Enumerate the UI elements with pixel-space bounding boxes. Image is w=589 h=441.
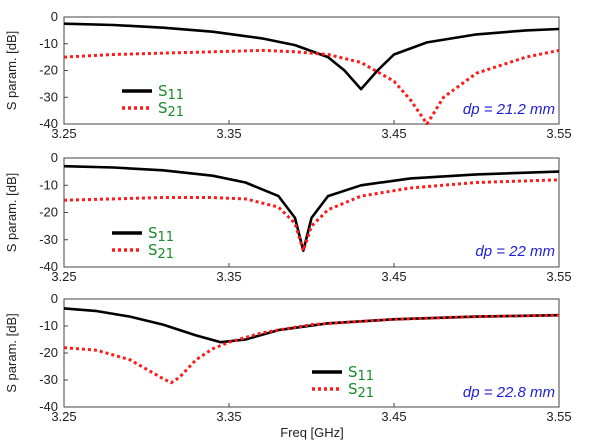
y-tick-label: -30 <box>39 232 58 247</box>
x-tick-label: 3.45 <box>381 409 406 424</box>
x-tick-label: 3.35 <box>216 269 241 284</box>
y-tick-label: -10 <box>39 36 58 51</box>
legend-label-s11: S11 <box>348 363 374 384</box>
x-tick-label: 3.25 <box>51 409 76 424</box>
x-tick-label: 3.55 <box>546 126 571 141</box>
y-tick-label: -10 <box>39 318 58 333</box>
y-tick-label: -10 <box>39 177 58 192</box>
dp-annotation: dp = 22.8 mm <box>463 384 555 401</box>
y-tick-label: -40 <box>39 399 58 414</box>
legend-label-s21: S21 <box>348 380 374 401</box>
x-tick-label: 3.55 <box>546 269 571 284</box>
x-tick-label: 3.35 <box>216 126 241 141</box>
y-tick-label: 0 <box>51 291 58 306</box>
y-axis-label: S param. [dB] <box>4 313 19 392</box>
y-tick-label: -30 <box>39 372 58 387</box>
x-tick-label: 3.55 <box>546 409 571 424</box>
dp-annotation: dp = 21.2 mm <box>463 101 555 118</box>
chart-panel-3: 0 -10 -20 -30 -403.25 3.35 3.45 3.55 S param. [d… <box>4 291 572 424</box>
series-line-s11 <box>64 22 559 91</box>
x-tick-label: 3.25 <box>51 126 76 141</box>
x-tick-label: 3.45 <box>381 126 406 141</box>
y-tick-label: -30 <box>39 89 58 104</box>
legend-label-s11: S11 <box>158 82 184 103</box>
series-line-s11 <box>64 164 559 252</box>
y-tick-label: -20 <box>39 63 58 78</box>
x-tick-label: 3.35 <box>216 409 241 424</box>
y-tick-label: -40 <box>39 259 58 274</box>
chart-panel-2: 0 -10 -20 -30 -403.25 3.35 3.45 3.55 S param. [d… <box>4 150 572 284</box>
y-tick-label: 0 <box>51 9 58 24</box>
chart-panel-1: 0 -10 -20 -30 -403.25 3.35 3.45 3.55 S param. [d… <box>4 9 572 141</box>
y-axis-label: S param. [dB] <box>4 31 19 110</box>
series-line-s21 <box>64 313 559 385</box>
x-axis-label: Freq [GHz] <box>280 425 344 440</box>
dp-annotation: dp = 22 mm <box>475 243 555 260</box>
series-line-s21 <box>64 48 559 125</box>
legend-label-s11: S11 <box>148 224 174 245</box>
y-axis-label: S param. [dB] <box>4 173 19 252</box>
series-line-s21 <box>64 178 559 253</box>
y-tick-label: 0 <box>51 150 58 165</box>
y-tick-label: -20 <box>39 345 58 360</box>
y-tick-label: -20 <box>39 205 58 220</box>
x-tick-label: 3.25 <box>51 269 76 284</box>
y-tick-label: -40 <box>39 116 58 131</box>
x-tick-label: 3.45 <box>381 269 406 284</box>
legend-label-s21: S21 <box>158 99 184 120</box>
legend-label-s21: S21 <box>148 241 174 262</box>
